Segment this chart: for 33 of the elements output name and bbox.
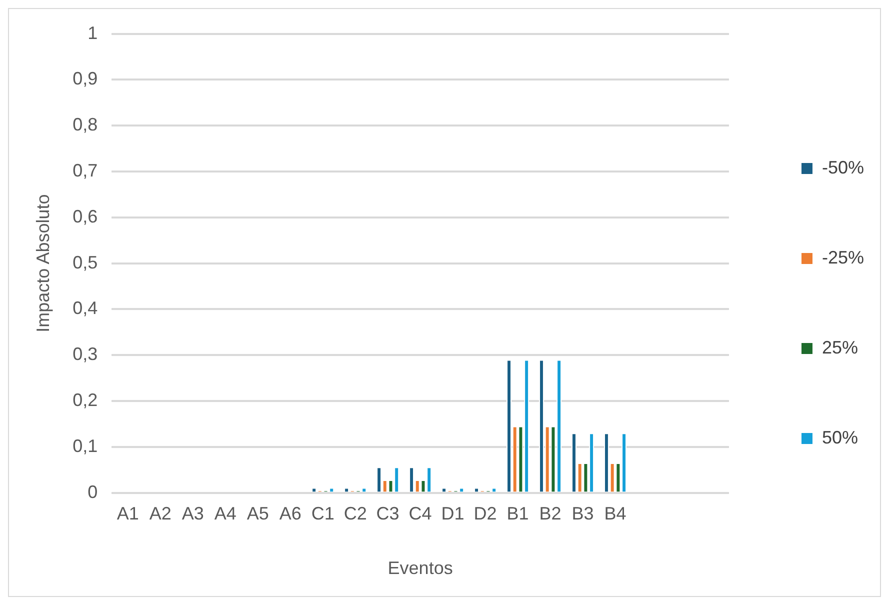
y-tick-label: 0,7 [72,160,98,180]
x-tick-label: D1 [441,504,464,524]
x-tick-label: B4 [604,504,626,524]
x-tick-label: C2 [344,504,367,524]
legend-label: -50% [822,157,864,178]
legend-label: 50% [822,427,858,448]
x-tick-label: A3 [182,504,204,524]
y-tick-label: 0,5 [72,252,98,272]
x-tick-label: A1 [116,504,139,524]
y-tick-label: 0,3 [72,344,98,364]
x-tick-label: C3 [376,504,400,524]
x-tick-label: A4 [214,504,236,524]
y-tick-label: 0,6 [72,206,98,226]
y-tick-label: 1 [88,22,98,43]
x-tick-label: B3 [572,504,594,524]
x-tick-label: C4 [408,504,432,524]
x-tick-label: B1 [506,504,529,524]
y-tick-label: 0,1 [72,436,98,456]
legend-label: 25% [822,337,858,358]
x-tick-label: B2 [539,504,562,524]
x-axis-title: Eventos [388,558,453,578]
x-tick-label: A2 [149,504,172,524]
legend-label: -25% [822,247,864,268]
y-tick-label: 0,9 [72,68,98,89]
x-tick-label: D2 [474,504,497,524]
y-tick-label: 0,8 [72,114,98,135]
x-tick-label: A5 [246,504,269,524]
x-tick-label: C1 [311,504,334,524]
y-tick-label: 0 [88,482,98,502]
y-tick-label: 0,4 [72,298,98,318]
y-axis-title: Impacto Absoluto [32,194,53,332]
x-tick-label: A6 [279,504,302,524]
y-tick-label: 0,2 [72,390,98,410]
